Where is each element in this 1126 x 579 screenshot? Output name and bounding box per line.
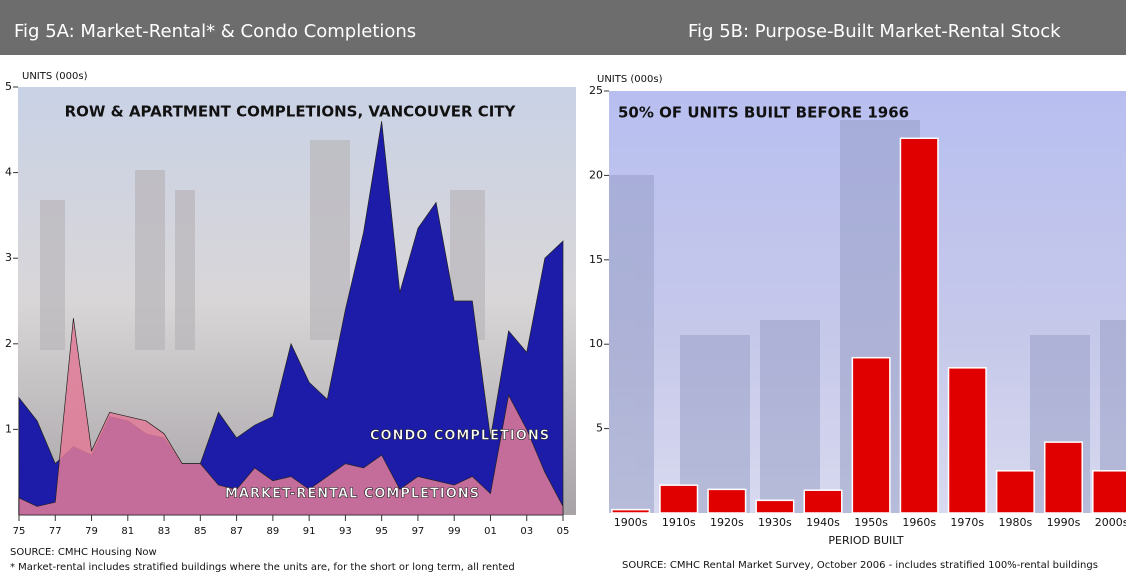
x-tick-label: 99 xyxy=(448,526,461,537)
y-tick-label: 2 xyxy=(5,337,12,350)
x-tick-label: 1970s xyxy=(950,516,984,529)
y-tick-label: 10 xyxy=(589,337,603,350)
series-label: CONDO COMPLETIONS xyxy=(370,429,550,444)
x-tick-label: 79 xyxy=(85,526,98,537)
x-tick-label: 1990s xyxy=(1047,516,1081,529)
bar xyxy=(803,489,843,514)
bar xyxy=(1043,441,1083,514)
chart-title: Fig 5B: Purpose-Built Market-Rental Stoc… xyxy=(688,21,1061,42)
y-tick-label: 4 xyxy=(5,166,12,179)
skyline xyxy=(40,140,485,350)
x-tick-label: 03 xyxy=(520,526,533,537)
y-axis-title: UNITS (000s) xyxy=(22,71,88,82)
x-tick-label: 1960s xyxy=(902,516,936,529)
chart-subtitle: ROW & APARTMENT COMPLETIONS, VANCOUVER C… xyxy=(65,103,517,121)
y-tick-label: 25 xyxy=(589,84,603,97)
y-tick-label: 5 xyxy=(596,422,603,435)
x-tick-label: 89 xyxy=(266,526,279,537)
x-tick-label: 1920s xyxy=(710,516,744,529)
series-label: MARKET-RENTAL COMPLETIONS xyxy=(225,487,480,502)
area xyxy=(18,318,564,516)
y-axis-title: UNITS (000s) xyxy=(597,74,663,85)
y-tick-label: 1 xyxy=(5,422,12,435)
x-tick-label: 1950s xyxy=(854,516,888,529)
x-tick-label: 97 xyxy=(412,526,425,537)
x-tick-label: 1940s xyxy=(806,516,840,529)
y-tick-label: 15 xyxy=(589,253,603,266)
x-tick-label: 93 xyxy=(339,526,352,537)
x-tick-label: 1980s xyxy=(999,516,1033,529)
y-tick-label: 20 xyxy=(589,168,603,181)
x-tick-label: 1900s xyxy=(614,516,648,529)
x-tick-label: 91 xyxy=(303,526,316,537)
x-tick-label: 83 xyxy=(158,526,171,537)
bar xyxy=(611,508,651,514)
chart-title: Fig 5A: Market-Rental* & Condo Completio… xyxy=(14,21,416,42)
x-tick-label: 95 xyxy=(375,526,388,537)
bar xyxy=(659,484,699,514)
bar xyxy=(851,356,891,514)
y-tick-label: 5 xyxy=(5,80,12,93)
bar xyxy=(947,367,987,514)
x-tick-label: 01 xyxy=(484,526,497,537)
bar xyxy=(755,499,795,514)
bar xyxy=(707,488,747,514)
x-tick-label: 1930s xyxy=(758,516,792,529)
header-bar xyxy=(0,0,1126,55)
x-tick-label: 87 xyxy=(230,526,243,537)
x-axis-title: PERIOD BUILT xyxy=(828,534,904,547)
bar xyxy=(1092,470,1126,514)
x-tick-label: 2000s xyxy=(1095,516,1126,529)
bar xyxy=(899,137,939,514)
x-tick-label: 77 xyxy=(49,526,62,537)
chart-subtitle: 50% OF UNITS BUILT BEFORE 1966 xyxy=(618,104,909,122)
y-tick-label: 3 xyxy=(5,251,12,264)
x-tick-label: 85 xyxy=(194,526,207,537)
x-tick-label: 05 xyxy=(557,526,570,537)
source: SOURCE: CMHC Housing Now xyxy=(10,547,157,558)
x-tick-label: 75 xyxy=(13,526,26,537)
x-tick-label: 1910s xyxy=(662,516,696,529)
footnote: * Market-rental includes stratified buil… xyxy=(10,562,515,573)
x-tick-label: 81 xyxy=(121,526,134,537)
bar xyxy=(995,470,1035,514)
source: SOURCE: CMHC Rental Market Survey, Octob… xyxy=(622,560,1098,571)
